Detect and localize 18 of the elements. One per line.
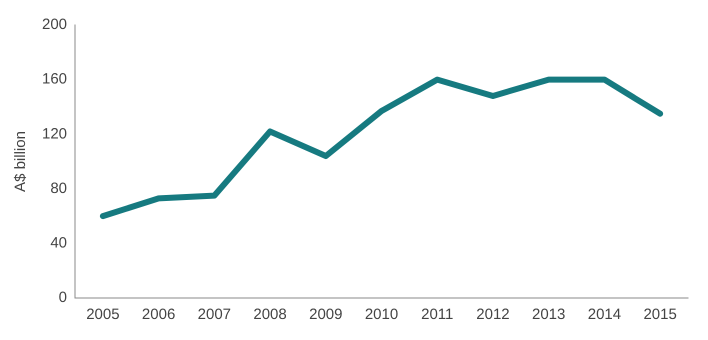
x-tick-label: 2015 [643,306,677,324]
y-tick-label: 0 [58,289,68,306]
x-tick-label: 2011 [421,306,454,324]
y-tick-label: 120 [42,125,68,142]
y-tick-label: 80 [50,180,68,197]
x-tick-label: 2005 [86,306,120,324]
x-tick-label: 2014 [588,306,622,324]
x-tick-label: 2010 [364,306,398,324]
y-axis-title: A$ billion [12,131,30,192]
x-tick-label: 2009 [309,306,342,324]
y-tick-label: 160 [42,70,68,88]
x-tick-label: 2013 [532,306,566,324]
y-tick-label: 200 [42,16,68,34]
x-tick-label: 2012 [476,306,510,324]
x-tick-label: 2006 [142,306,176,324]
x-tick-label: 2007 [198,306,232,324]
y-tick-label: 40 [50,234,68,252]
x-tick-label: 2008 [253,306,287,324]
